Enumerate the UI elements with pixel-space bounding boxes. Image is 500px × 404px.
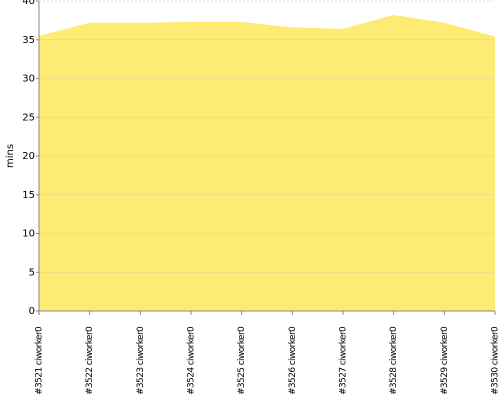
x-tick-label: #3522 ciworker0 xyxy=(85,326,95,395)
y-axis-label: mins xyxy=(5,144,16,168)
x-tick-label: #3530 ciworker0 xyxy=(491,326,500,395)
y-tick-label: 30 xyxy=(22,74,35,85)
y-tick-label: 20 xyxy=(22,151,35,162)
x-tick-label: #3524 ciworker0 xyxy=(187,326,197,395)
x-tick-label: #3526 ciworker0 xyxy=(288,326,298,395)
y-tick-label: 15 xyxy=(22,190,35,201)
y-tick-label: 10 xyxy=(22,229,35,240)
x-tick-label: #3521 ciworker0 xyxy=(35,326,45,395)
area xyxy=(39,15,495,311)
x-tick-label: #3525 ciworker0 xyxy=(237,326,247,395)
y-tick-label: 0 xyxy=(29,306,35,317)
y-tick-label: 35 xyxy=(22,35,35,46)
y-tick-label: 25 xyxy=(22,112,35,123)
x-tick-label: #3529 ciworker0 xyxy=(440,326,450,395)
y-tick-label: 40 xyxy=(22,0,35,7)
x-tick-label: #3523 ciworker0 xyxy=(136,326,146,395)
x-tick-label: #3528 ciworker0 xyxy=(389,326,399,395)
x-tick-label: #3527 ciworker0 xyxy=(339,326,349,395)
y-tick-label: 5 xyxy=(29,267,35,278)
